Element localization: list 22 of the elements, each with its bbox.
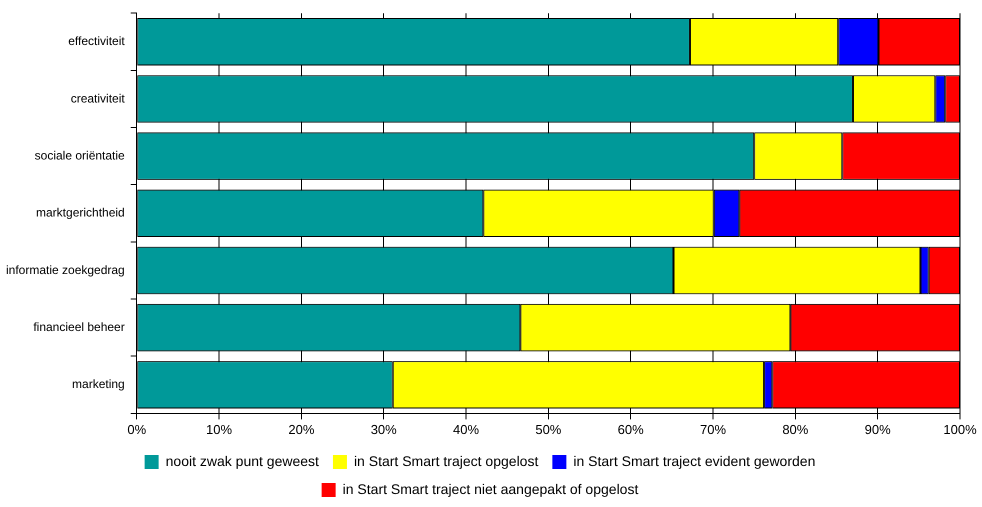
x-tick-label: 20% bbox=[288, 422, 315, 437]
y-tick-label: creativiteit bbox=[70, 91, 126, 106]
x-tick-label: 10% bbox=[206, 422, 233, 437]
y-tick-label: sociale oriëntatie bbox=[34, 148, 126, 162]
x-tick-label: 40% bbox=[453, 422, 480, 437]
y-tick-label: effectiviteit bbox=[68, 34, 126, 48]
x-tick-label: 0% bbox=[127, 422, 147, 437]
x-tick-label: 60% bbox=[618, 422, 644, 437]
legend-label: in Start Smart traject niet aangepakt of opgelost bbox=[342, 480, 638, 497]
legend-label: in Start Smart traject evident geworden bbox=[573, 452, 816, 469]
y-tick-label: marktgerichtheid bbox=[36, 206, 125, 220]
legend-label: in Start Smart traject opgelost bbox=[354, 452, 538, 469]
y-tick-label: informatie zoekgedrag bbox=[6, 262, 125, 277]
x-tick-label: 50% bbox=[535, 422, 562, 437]
legend-label: nooit zwak punt geweest bbox=[166, 452, 320, 469]
x-tick-label: 90% bbox=[864, 422, 892, 437]
x-tick-label: 100% bbox=[943, 422, 978, 437]
y-tick-label: marketing bbox=[72, 377, 125, 392]
x-tick-label: 30% bbox=[370, 422, 398, 437]
y-tick-label: financieel beheer bbox=[33, 320, 125, 334]
x-tick-label: 80% bbox=[782, 422, 809, 437]
x-tick-label: 70% bbox=[700, 422, 726, 437]
